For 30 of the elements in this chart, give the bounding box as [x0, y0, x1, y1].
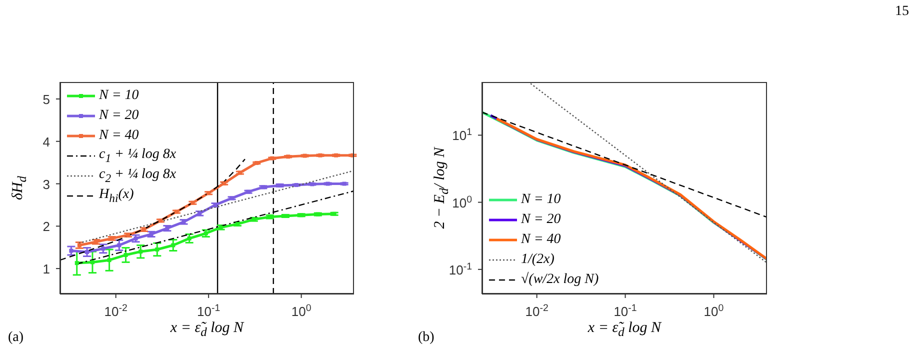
text: (b) [418, 330, 434, 346]
legend-label: 1/(2x) [521, 252, 554, 268]
y-tick-label: 5 [42, 92, 50, 107]
x-tick-label: 10$^{-2}$ [525, 302, 548, 319]
x-tick-label: 10$^{-2}$ [104, 302, 128, 319]
legend-label: N = 10 [521, 192, 561, 208]
legend-label: N = 10 [99, 88, 139, 104]
text: 15 [895, 4, 909, 20]
text: (a) [8, 330, 24, 346]
y-tick-label: 10$^{0}$ [452, 194, 473, 210]
y-tick-label: 10$^{1}$ [452, 126, 472, 144]
legend-label: N = 20 [521, 212, 561, 228]
x-axis-title: x = ε̃$_{d}$ log N [169, 320, 246, 340]
y-tick-label: 10$^{-1}$ [448, 260, 472, 278]
x-tick-label: 10$^{0}$ [704, 302, 724, 319]
legend-label: √(w/2x log N) [521, 272, 599, 288]
legend-label: N = 40 [521, 232, 561, 248]
y-tick-label: 3 [42, 176, 50, 192]
legend-label: N = 40 [99, 128, 139, 144]
x-tick-label: 10$^{-1}$ [197, 302, 220, 319]
x-axis-title: x = ε̃$_{d}$ log N [586, 320, 663, 340]
legend-label: H$_{hi}$(x) [99, 187, 134, 205]
y-tick-label: 2 [42, 219, 50, 234]
legend-label: c$_{2}$ + ¼ log 8x [99, 167, 176, 185]
x-tick-label: 10$^{-1}$ [614, 302, 637, 319]
x-tick-label: 10$^{0}$ [291, 302, 312, 319]
y-tick-label: 1 [42, 262, 50, 277]
y-tick-label: 4 [42, 134, 50, 150]
legend-label: N = 20 [99, 108, 139, 124]
legend-label: c$_{1}$ + ¼ log 8x [99, 147, 176, 165]
